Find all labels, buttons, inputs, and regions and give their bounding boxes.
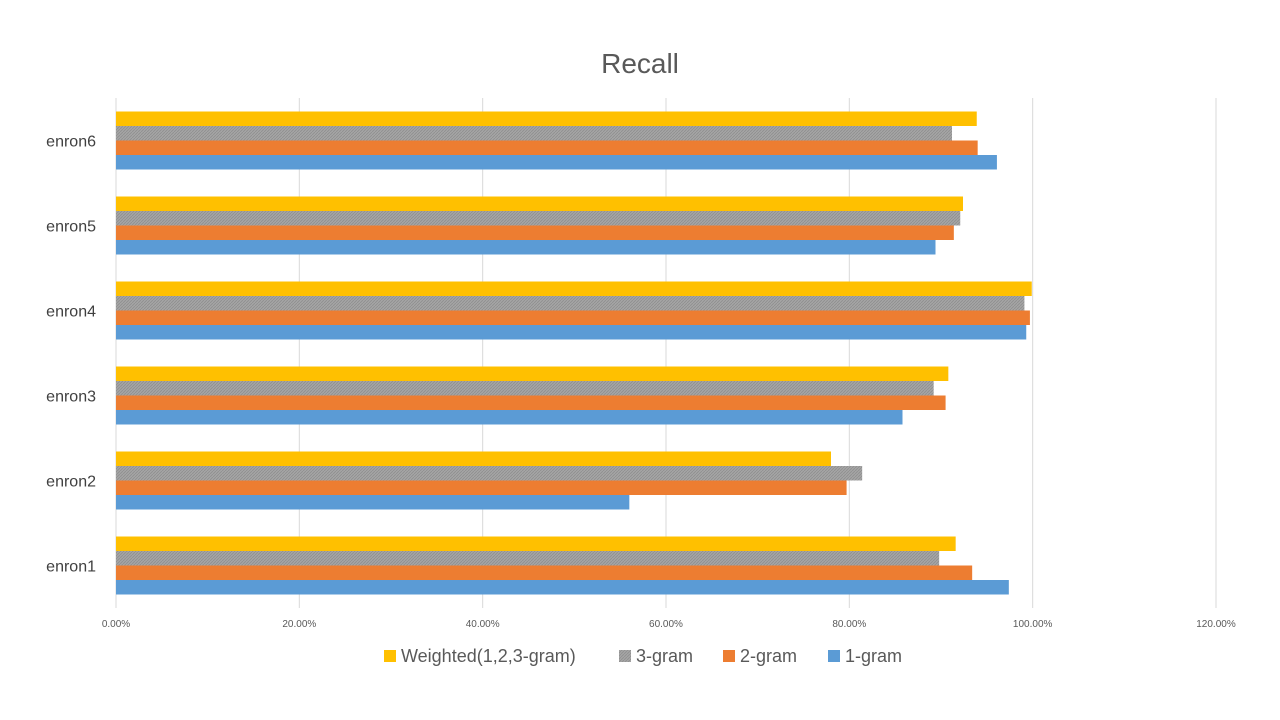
bars [116,111,1032,595]
legend-swatch [828,650,840,662]
chart-title: Recall [601,48,679,79]
bar-enron6-2-gram [116,140,978,155]
gridlines [115,98,1217,608]
x-tick-label: 40.00% [466,619,500,630]
bar-enron5-1-gram [116,240,936,255]
legend-swatch [384,650,396,662]
bar-enron6-1-gram [116,155,997,170]
category-label: enron5 [46,219,96,236]
bar-enron1-1-gram [116,580,1009,595]
x-tick-label: 20.00% [282,619,316,630]
bar-enron3-3-gram [116,381,934,396]
x-tick-label: 100.00% [1013,619,1053,630]
bar-enron5-3-gram [116,211,961,226]
bar-enron6-3-gram [116,126,952,141]
bar-enron2-1-gram [116,495,630,510]
legend-label: 1-gram [845,646,902,666]
bar-enron3-weighted-1-2-3-gram- [116,366,949,381]
x-axis-tick-labels: 0.00% 20.00% 40.00% 60.00% 80.00% 100.00% 120.… [102,619,1236,630]
x-tick-label: 80.00% [832,619,866,630]
x-tick-label: 60.00% [649,619,683,630]
legend-label: Weighted(1,2,3-gram) [401,646,576,666]
bar-enron1-weighted-1-2-3-gram- [116,536,956,551]
bar-enron2-2-gram [116,480,847,495]
bar-enron4-1-gram [116,325,1027,340]
x-tick-label: 120.00% [1196,619,1236,630]
bar-enron5-2-gram [116,225,954,240]
bar-enron2-3-gram [116,466,863,481]
bar-enron2-weighted-1-2-3-gram- [116,451,831,466]
bar-enron3-1-gram [116,410,903,425]
category-label: enron6 [46,134,96,151]
category-label: enron4 [46,304,96,321]
x-tick-label: 0.00% [102,619,130,630]
legend-label: 2-gram [740,646,797,666]
legend: Weighted(1,2,3-gram) 3-gram 2-gram 1-gram [384,646,902,666]
legend-swatch [619,650,631,662]
bar-enron6-weighted-1-2-3-gram- [116,111,977,126]
bar-enron1-3-gram [116,551,940,566]
bar-enron1-2-gram [116,565,973,580]
bar-enron4-2-gram [116,310,1030,325]
bar-enron3-2-gram [116,395,946,410]
bar-enron4-3-gram [116,296,1025,311]
bar-enron4-weighted-1-2-3-gram- [116,281,1032,296]
legend-swatch [723,650,735,662]
bar-enron5-weighted-1-2-3-gram- [116,196,963,211]
category-labels: enron1 enron2 enron3 enron4 enron5 enron6 [46,134,96,576]
category-label: enron2 [46,474,96,491]
category-label: enron1 [46,559,96,576]
category-label: enron3 [46,389,96,406]
legend-label: 3-gram [636,646,693,666]
